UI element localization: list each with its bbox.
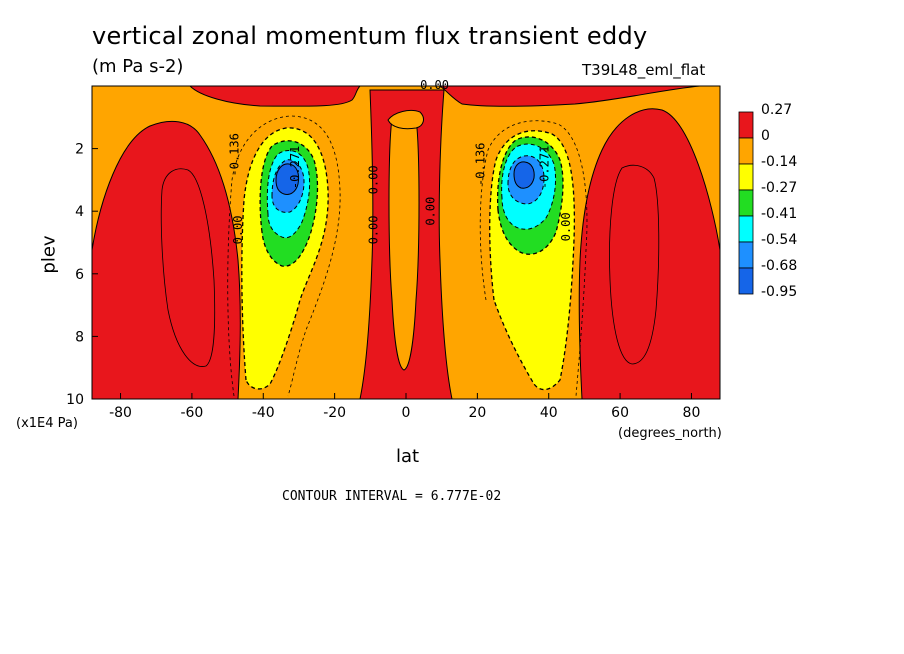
x-tick-label: -60 xyxy=(180,405,203,421)
y-axis-label: plev xyxy=(38,235,60,274)
chart-title: vertical zonal momentum flux transient e… xyxy=(92,22,648,50)
x-tick-label: 60 xyxy=(611,405,629,421)
outer-dashed-north xyxy=(479,120,588,397)
y-axis-units: (x1E4 Pa) xyxy=(16,416,78,431)
colorbar-swatch xyxy=(738,215,754,243)
x-tick-label: 40 xyxy=(540,405,558,421)
y-tick-label: 2 xyxy=(75,142,84,158)
contour-fill xyxy=(92,86,720,399)
colorbar-label: -0.27 xyxy=(761,180,798,196)
x-tick-label: 80 xyxy=(683,405,701,421)
contour-label: -0.136 xyxy=(474,143,488,186)
colorbar-swatch xyxy=(738,241,754,269)
x-tick-label: -20 xyxy=(323,405,346,421)
colorbar-swatch xyxy=(738,267,754,295)
x-tick-label: -40 xyxy=(252,405,275,421)
x-tick-label: 0 xyxy=(402,405,411,421)
contour-label: 0.00 xyxy=(424,197,438,226)
contour-label: 0.00 xyxy=(366,216,380,245)
southern-red-column xyxy=(92,120,241,399)
colorbar-label: 0 xyxy=(761,128,770,144)
y-axis: 2 4 6 8 10 xyxy=(66,142,98,408)
contour-label: 0.00 xyxy=(231,216,245,245)
colorbar-swatch xyxy=(738,137,754,165)
colorbar-swatch xyxy=(738,189,754,217)
dataset-label: T39L48_eml_flat xyxy=(582,61,706,79)
contour-label: 0.00 xyxy=(559,212,573,241)
x-tick-label: -80 xyxy=(109,405,132,421)
x-tick-label: 20 xyxy=(468,405,486,421)
southern-minimum xyxy=(241,127,329,390)
colorbar-label: -0.41 xyxy=(761,206,798,222)
contour-label: -0.136 xyxy=(227,133,241,176)
x-axis: -80 -60 -40 -20 0 20 40 60 80 xyxy=(109,393,700,421)
y-tick-label: 8 xyxy=(75,329,84,345)
outer-dashed-south xyxy=(227,115,341,397)
y-tick-label: 10 xyxy=(66,392,84,408)
chart-units: (m Pa s-2) xyxy=(92,56,184,77)
colorbar-label: -0.14 xyxy=(761,154,798,170)
x-axis-label: lat xyxy=(396,446,420,467)
colorbar xyxy=(738,111,754,295)
y-tick-label: 6 xyxy=(75,267,84,283)
colorbar-swatch xyxy=(738,111,754,139)
southern-inner-contour xyxy=(160,168,216,367)
northern-minimum xyxy=(489,130,575,391)
contour-interval: CONTOUR INTERVAL = 6.777E-02 xyxy=(282,489,502,504)
northern-inner-contour xyxy=(609,164,660,365)
contour-label: -0.271 xyxy=(538,146,552,189)
central-top-blob xyxy=(387,109,424,130)
colorbar-swatch xyxy=(738,163,754,191)
x-axis-units: (degrees_north) xyxy=(618,426,722,441)
colorbar-label: -0.68 xyxy=(761,258,798,274)
colorbar-label: -0.95 xyxy=(761,284,798,300)
contour-label: -0.271 xyxy=(288,146,302,189)
contour-labels: 0.00 -0.136 -0.271 0.00 0.00 0.00 -0.136 -0.271… xyxy=(227,78,573,244)
contour-label: 0.00 xyxy=(420,78,449,92)
y-tick-label: 4 xyxy=(75,204,84,220)
colorbar-label: 0.27 xyxy=(761,102,793,118)
colorbar-label: -0.54 xyxy=(761,232,798,248)
contour-label: 0.00 xyxy=(366,165,380,194)
